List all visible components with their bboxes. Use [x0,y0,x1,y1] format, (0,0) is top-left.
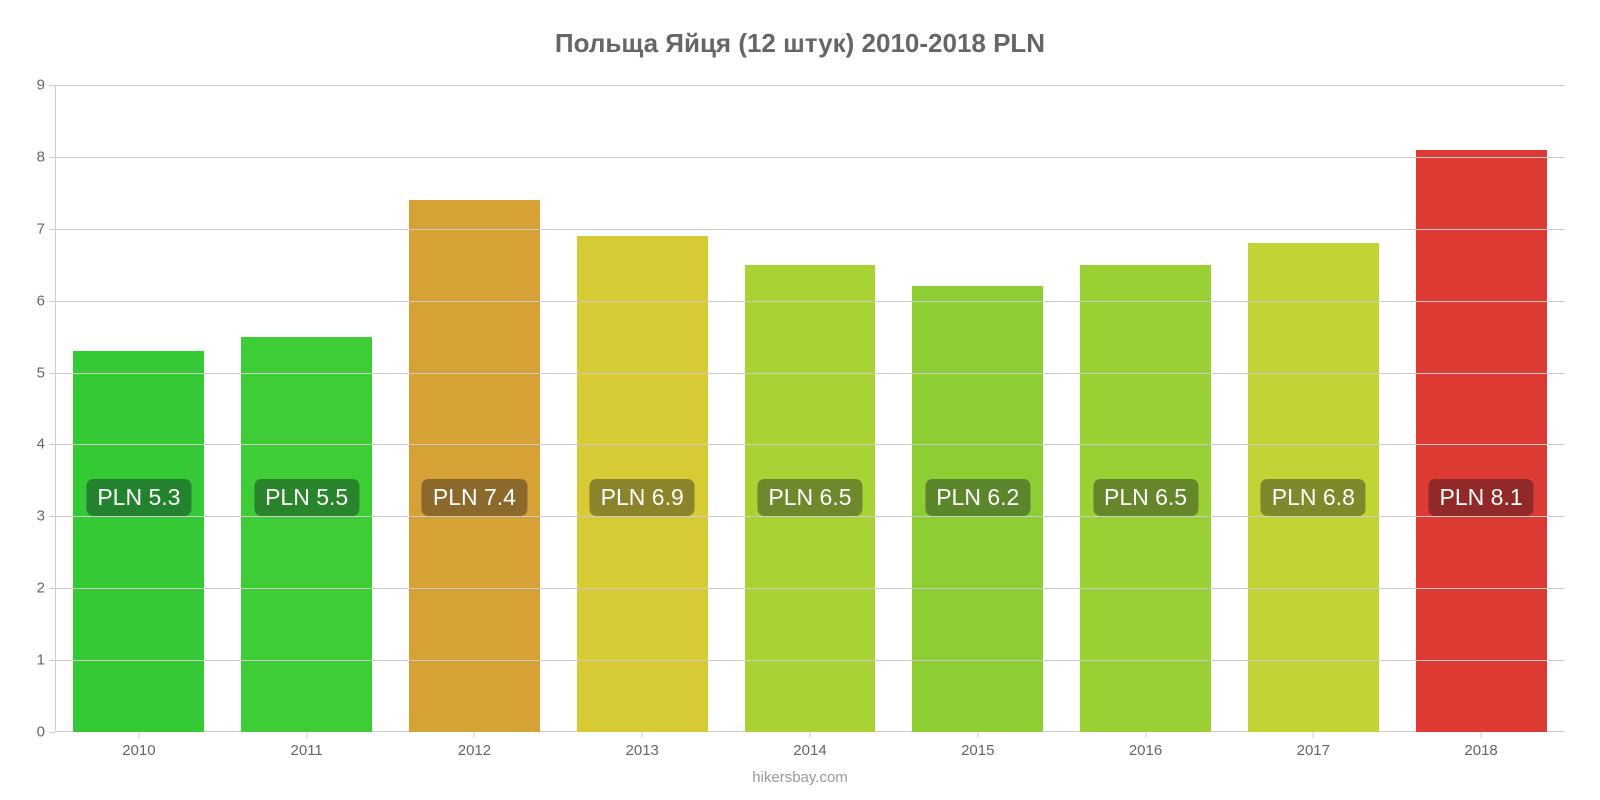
y-tick-label: 8 [37,148,45,165]
x-tick-label: 2011 [291,742,323,759]
bar [409,200,540,732]
y-tick [49,301,55,302]
grid-line [55,660,1565,661]
x-tick-label: 2015 [961,742,994,759]
bar-value-label: PLN 5.5 [254,479,359,516]
bar-slot: PLN 6.22015 [894,85,1062,732]
x-tick-label: 2010 [122,742,155,759]
bar [1416,150,1547,732]
x-tick-label: 2016 [1129,742,1162,759]
bar-slot: PLN 6.92013 [558,85,726,732]
bars-container: PLN 5.32010PLN 5.52011PLN 7.42012PLN 6.9… [55,85,1565,732]
plot-area: PLN 5.32010PLN 5.52011PLN 7.42012PLN 6.9… [55,85,1565,732]
y-tick [49,444,55,445]
x-tick [306,732,307,738]
x-tick [138,732,139,738]
grid-line [55,85,1565,86]
x-tick [474,732,475,738]
y-tick-label: 7 [37,220,45,237]
bar-value-label: PLN 8.1 [1429,479,1534,516]
y-tick [49,516,55,517]
y-tick [49,85,55,86]
x-tick-label: 2018 [1464,742,1497,759]
bar-value-label: PLN 6.9 [590,479,695,516]
bar-value-label: PLN 7.4 [422,479,527,516]
bar-value-label: PLN 6.5 [757,479,862,516]
x-tick-label: 2013 [626,742,659,759]
x-tick [977,732,978,738]
y-tick [49,229,55,230]
x-tick-label: 2012 [458,742,491,759]
y-tick [49,157,55,158]
y-tick-label: 4 [37,436,45,453]
chart-title: Польща Яйця (12 штук) 2010-2018 PLN [0,0,1600,59]
bar-slot: PLN 5.32010 [55,85,223,732]
grid-line [55,301,1565,302]
bar-value-label: PLN 6.8 [1261,479,1366,516]
bar-chart: Польща Яйця (12 штук) 2010-2018 PLN PLN … [0,0,1600,800]
y-tick [49,732,55,733]
x-tick-label: 2017 [1297,742,1330,759]
grid-line [55,588,1565,589]
bar-slot: PLN 5.52011 [223,85,391,732]
y-tick-label: 1 [37,652,45,669]
bar [73,351,204,732]
y-tick-label: 6 [37,292,45,309]
grid-line [55,516,1565,517]
y-tick [49,373,55,374]
y-tick-label: 2 [37,580,45,597]
y-tick [49,588,55,589]
x-tick-label: 2014 [793,742,826,759]
bar-slot: PLN 8.12018 [1397,85,1565,732]
grid-line [55,157,1565,158]
y-tick-label: 0 [37,724,45,741]
x-tick [809,732,810,738]
bar-slot: PLN 7.42012 [391,85,559,732]
bar-value-label: PLN 6.2 [925,479,1030,516]
bar-slot: PLN 6.82017 [1229,85,1397,732]
y-tick [49,660,55,661]
grid-line [55,229,1565,230]
x-tick [1481,732,1482,738]
bar-slot: PLN 6.52016 [1062,85,1230,732]
y-tick-label: 3 [37,508,45,525]
grid-line [55,373,1565,374]
bar-slot: PLN 6.52014 [726,85,894,732]
bar-value-label: PLN 5.3 [86,479,191,516]
x-tick [1145,732,1146,738]
x-tick [1313,732,1314,738]
x-tick [642,732,643,738]
y-tick-label: 5 [37,364,45,381]
source-caption: hikersbay.com [0,769,1600,786]
bar [241,337,372,732]
y-tick-label: 9 [37,77,45,94]
grid-line [55,444,1565,445]
bar-value-label: PLN 6.5 [1093,479,1198,516]
